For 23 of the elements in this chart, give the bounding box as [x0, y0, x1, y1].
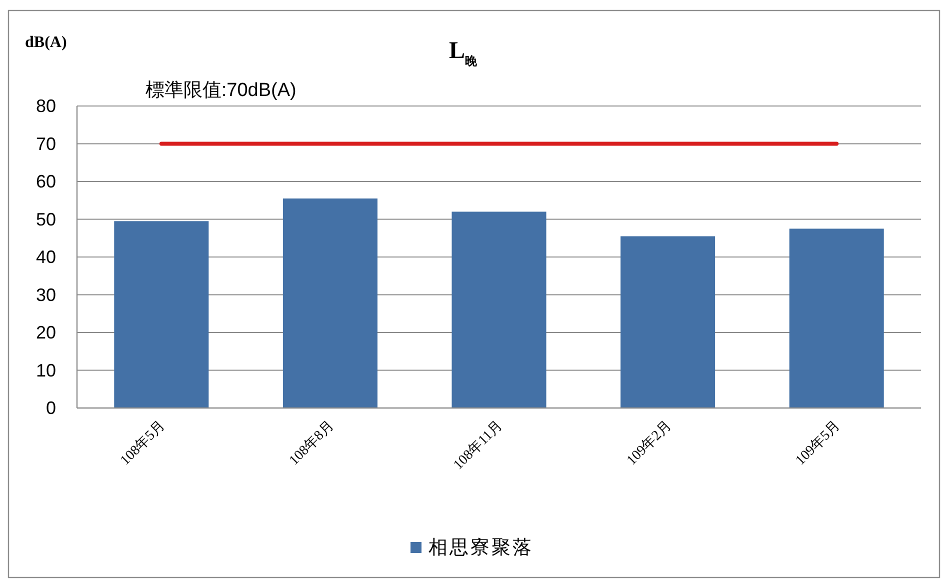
x-tick-label: 108年8月	[286, 418, 338, 468]
x-tick-label: 109年5月	[792, 418, 844, 468]
y-tick-label: 20	[36, 322, 56, 342]
y-tick-label: 40	[36, 247, 56, 267]
x-tick-label: 109年2月	[624, 418, 675, 468]
chart-title: L$_{晚}$	[448, 38, 478, 68]
bar	[620, 236, 716, 408]
y-tick-label: 60	[36, 172, 56, 192]
bar	[282, 198, 378, 408]
y-tick-label: 30	[36, 284, 56, 305]
bar	[452, 212, 546, 408]
y-tick-label: 80	[36, 96, 56, 116]
x-tick-label: 108年5月	[117, 418, 168, 468]
x-tick-label: 108年11月	[450, 418, 506, 474]
bar	[114, 221, 209, 408]
y-tick-label: 70	[36, 134, 56, 154]
y-axis-title: dB(A)	[25, 34, 67, 51]
bar	[789, 228, 884, 408]
ref-line-label: 標準限值:70dB(A)	[145, 80, 296, 101]
y-tick-label: 10	[36, 360, 56, 380]
legend: 相思寮聚落	[410, 538, 534, 558]
y-tick-label: 50	[36, 209, 56, 230]
y-tick-label: 0	[46, 398, 56, 418]
